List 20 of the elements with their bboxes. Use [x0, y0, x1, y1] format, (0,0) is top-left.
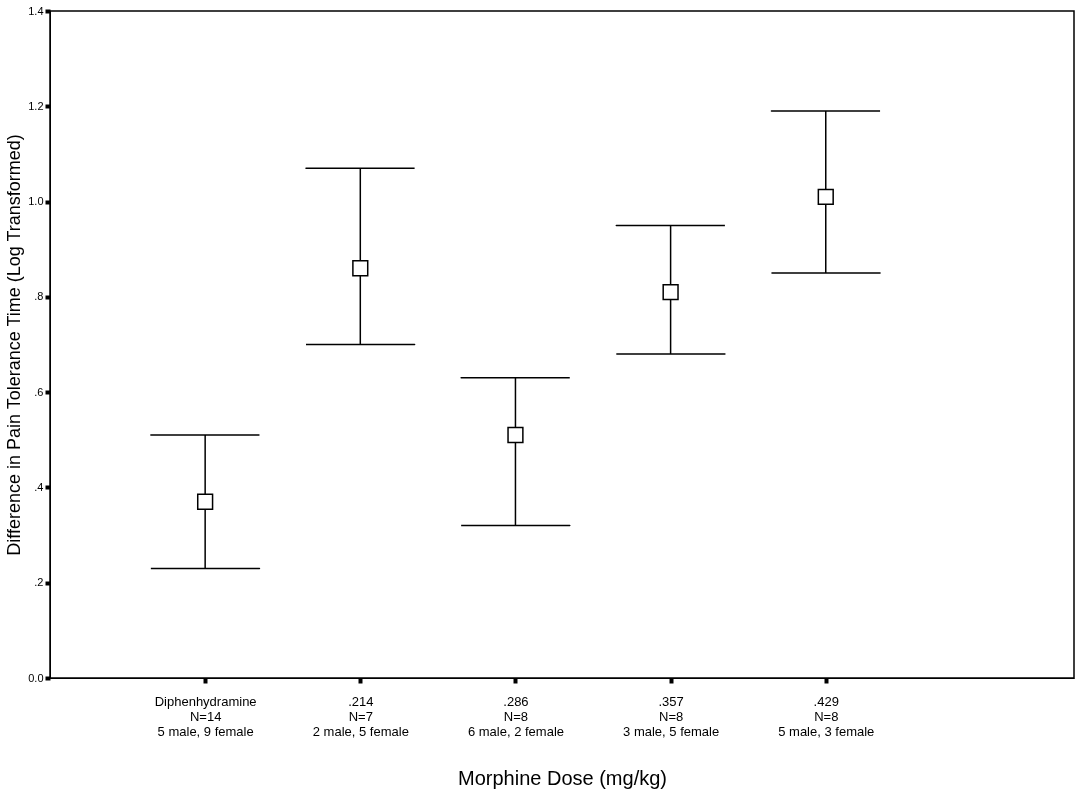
x-axis-title: Morphine Dose (mg/kg)	[458, 766, 667, 789]
point	[352, 260, 369, 277]
y-tick-label: .6	[34, 385, 44, 398]
x-tick-label: .429 N=8 5 male, 3 female	[778, 693, 875, 739]
x-tick-label: .214 N=7 2 male, 5 female	[312, 693, 409, 739]
point	[196, 493, 214, 510]
y-tick-label: .4	[34, 480, 44, 493]
point	[662, 283, 679, 301]
point	[507, 426, 524, 444]
y-tick-label: 0.0	[28, 671, 44, 684]
y-tick-label: 1.2	[28, 99, 44, 112]
point	[817, 188, 834, 205]
x-tick-label: .357 N=8 3 male, 5 female	[623, 693, 720, 739]
x-tick-label: Diphenhydramine N=14 5 male, 9 female	[154, 693, 257, 739]
x-tick-label: .286 N=8 6 male, 2 female	[467, 693, 565, 739]
y-tick-label: 1.4	[28, 4, 44, 17]
y-tick-label: .2	[34, 576, 44, 589]
y-tick-label: .8	[34, 290, 44, 303]
y-axis-title: Difference in Pain Tolerance Time (Log Transformed)	[4, 134, 25, 556]
y-tick-label: 1.0	[28, 195, 44, 208]
